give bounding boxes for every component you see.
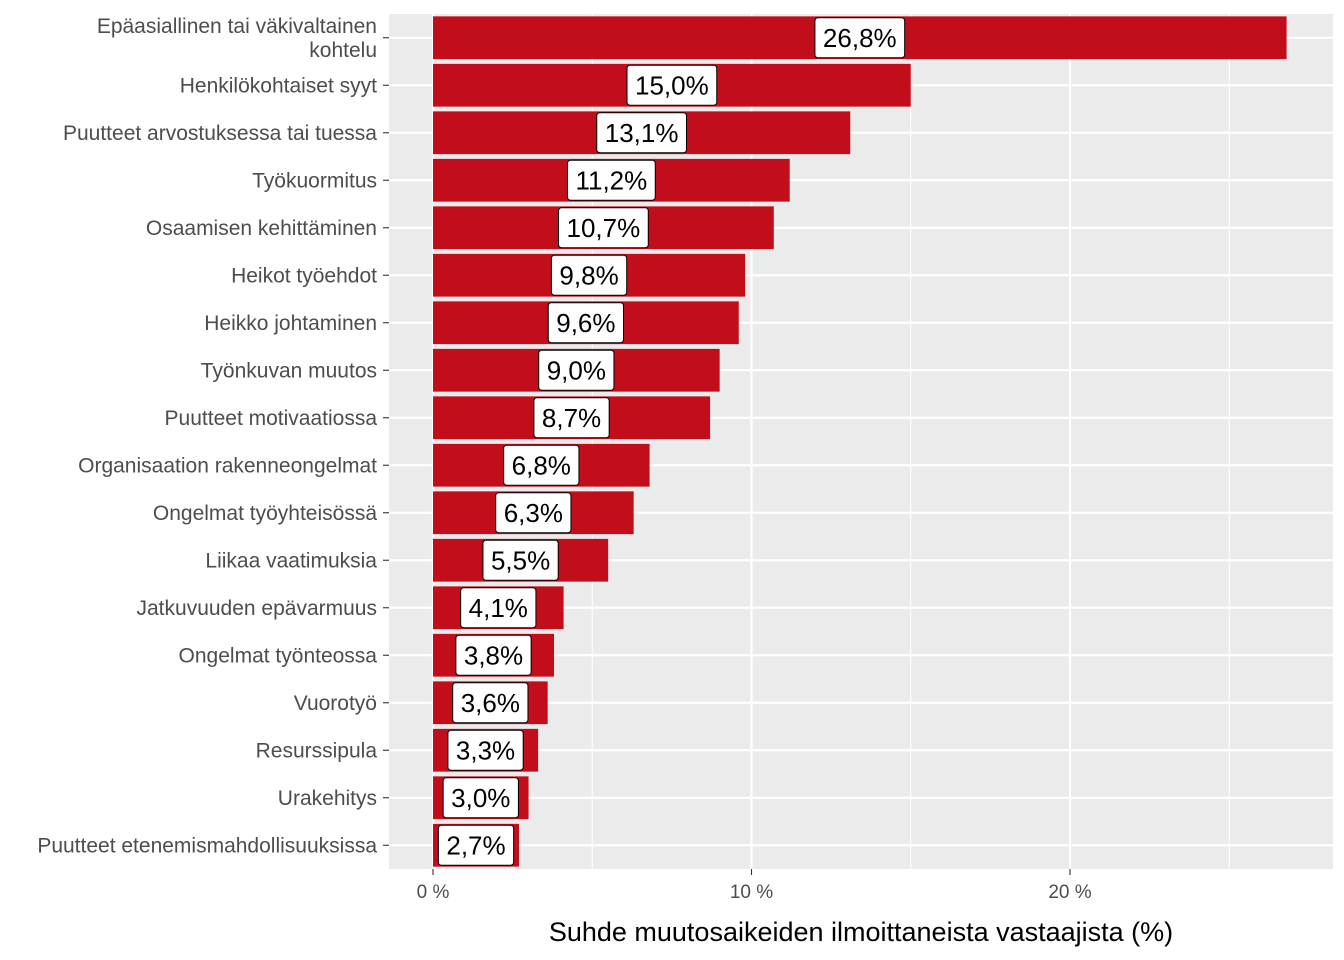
x-axis-ticks: 0 % 10 % 20 % bbox=[417, 869, 1092, 903]
data-label-group: 4,1% bbox=[460, 587, 537, 629]
category-label: Organisaation rakenneongelmat bbox=[78, 454, 377, 477]
data-label-group: 6,8% bbox=[503, 444, 580, 486]
data-label-group: 3,3% bbox=[447, 729, 524, 771]
data-label: 15,0% bbox=[635, 70, 709, 100]
data-label-box bbox=[442, 777, 519, 819]
data-label-box bbox=[814, 17, 906, 59]
category-label: Resurssipula bbox=[256, 739, 378, 762]
category-label: Vuorotyö bbox=[294, 692, 377, 715]
category-label: Henkilökohtaiset syyt bbox=[180, 74, 377, 97]
data-label-group: 3,0% bbox=[442, 777, 519, 819]
category-label: Jatkuvuuden epävarmuus bbox=[137, 597, 378, 620]
category-label: Ongelmat työyhteisössä bbox=[153, 502, 377, 525]
data-label-group: 26,8% bbox=[814, 17, 906, 59]
data-label-box bbox=[503, 444, 580, 486]
data-label: 11,2% bbox=[575, 165, 647, 195]
category-label: Osaamisen kehittäminen bbox=[146, 217, 377, 240]
data-label-group: 8,7% bbox=[533, 397, 610, 439]
data-label-group: 11,2% bbox=[566, 159, 656, 201]
data-label: 3,3% bbox=[456, 735, 515, 765]
category-label: Puutteet etenemismahdollisuuksissa bbox=[37, 834, 377, 857]
category-label: Ongelmat työnteossa bbox=[179, 644, 378, 667]
data-label-box bbox=[550, 254, 628, 296]
data-label-group: 9,0% bbox=[538, 349, 615, 391]
x-axis-title: Suhde muutosaikeiden ilmoittaneista vast… bbox=[549, 917, 1173, 947]
data-label: 5,5% bbox=[491, 545, 550, 575]
data-label: 9,6% bbox=[556, 308, 615, 338]
data-label-box bbox=[482, 539, 559, 581]
data-label: 6,8% bbox=[512, 450, 571, 480]
category-label: Urakehitys bbox=[278, 787, 377, 810]
category-label: Puutteet motivaatiossa bbox=[165, 407, 378, 430]
data-label-group: 3,8% bbox=[455, 634, 532, 676]
data-label-box bbox=[596, 112, 687, 154]
data-label-group: 2,7% bbox=[437, 824, 515, 866]
data-label: 26,8% bbox=[823, 23, 897, 53]
plot-panel bbox=[389, 14, 1333, 869]
data-label-box bbox=[495, 492, 572, 534]
data-label-box bbox=[455, 634, 532, 676]
data-label-group: 9,6% bbox=[547, 302, 625, 344]
data-label-box bbox=[460, 587, 537, 629]
data-label: 3,8% bbox=[464, 640, 523, 670]
x-tick-label: 20 % bbox=[1048, 882, 1091, 903]
data-label-group: 5,5% bbox=[482, 539, 559, 581]
data-label-box bbox=[626, 64, 718, 106]
data-label-box bbox=[437, 824, 515, 866]
data-label-box bbox=[533, 397, 610, 439]
data-label-box bbox=[566, 159, 656, 201]
data-label-group: 6,3% bbox=[495, 492, 572, 534]
category-label: kohtelu bbox=[309, 39, 377, 62]
category-label: Heikot työehdot bbox=[231, 264, 377, 287]
x-tick-label: 10 % bbox=[730, 882, 773, 903]
category-label: Liikaa vaatimuksia bbox=[205, 549, 377, 572]
category-label: Epäasiallinen tai väkivaltainen bbox=[97, 15, 377, 38]
data-label-group: 9,8% bbox=[550, 254, 628, 296]
category-label: Heikko johtaminen bbox=[204, 312, 377, 335]
data-label: 2,7% bbox=[446, 830, 505, 860]
data-label-box bbox=[452, 682, 529, 724]
data-label-group: 3,6% bbox=[452, 682, 529, 724]
data-label: 13,1% bbox=[605, 118, 679, 148]
data-label: 4,1% bbox=[469, 593, 528, 623]
data-labels: 26,8% 15,0% 13,1% 11,2% 10,7% 9,8% 9,6% 9,0% 8,7… bbox=[437, 17, 906, 866]
category-label: Työnkuvan muutos bbox=[201, 359, 377, 382]
data-label-group: 15,0% bbox=[626, 64, 718, 106]
data-label: 9,8% bbox=[559, 260, 618, 290]
data-label: 6,3% bbox=[504, 498, 563, 528]
data-label: 3,0% bbox=[451, 783, 510, 813]
category-label: Puutteet arvostuksessa tai tuessa bbox=[63, 122, 377, 145]
data-label-group: 13,1% bbox=[596, 112, 687, 154]
category-label: Työkuormitus bbox=[252, 169, 377, 192]
data-label: 8,7% bbox=[542, 403, 601, 433]
data-label-box bbox=[558, 207, 649, 249]
data-label: 3,6% bbox=[461, 688, 520, 718]
data-label: 10,7% bbox=[567, 213, 641, 243]
data-label-box bbox=[538, 349, 615, 391]
data-label-group: 10,7% bbox=[558, 207, 649, 249]
data-label-box bbox=[447, 729, 524, 771]
data-label-box bbox=[547, 302, 625, 344]
data-label: 9,0% bbox=[547, 355, 606, 385]
x-tick-label: 0 % bbox=[417, 882, 450, 903]
